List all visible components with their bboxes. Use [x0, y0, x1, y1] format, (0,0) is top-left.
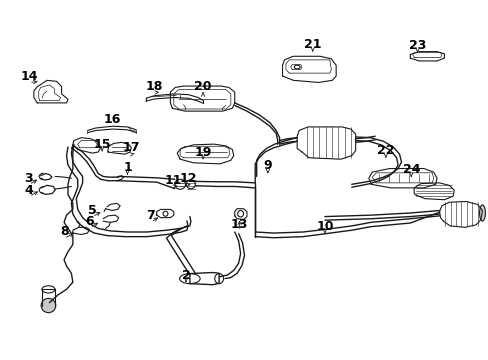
Text: 21: 21	[304, 38, 321, 51]
Text: 17: 17	[122, 141, 140, 154]
Text: 5: 5	[88, 204, 97, 217]
Text: 3: 3	[24, 172, 33, 185]
Text: 2: 2	[181, 269, 190, 282]
Text: 4: 4	[24, 184, 33, 197]
Text: 7: 7	[146, 210, 155, 222]
Text: 6: 6	[85, 215, 94, 228]
Ellipse shape	[479, 205, 485, 221]
Ellipse shape	[41, 298, 56, 313]
Text: 13: 13	[230, 218, 248, 231]
Text: 11: 11	[165, 174, 182, 186]
Text: 16: 16	[103, 113, 121, 126]
Text: 18: 18	[145, 80, 163, 93]
Text: 10: 10	[316, 220, 333, 233]
Text: 20: 20	[194, 80, 211, 93]
Text: 12: 12	[179, 172, 197, 185]
Text: 19: 19	[194, 145, 211, 158]
Text: 1: 1	[123, 161, 132, 174]
Text: 23: 23	[408, 39, 426, 52]
Text: 24: 24	[402, 163, 419, 176]
Text: 9: 9	[263, 159, 272, 172]
Text: 8: 8	[60, 225, 68, 238]
Text: 15: 15	[93, 138, 111, 150]
Text: 22: 22	[376, 144, 394, 157]
Text: 14: 14	[20, 69, 38, 82]
